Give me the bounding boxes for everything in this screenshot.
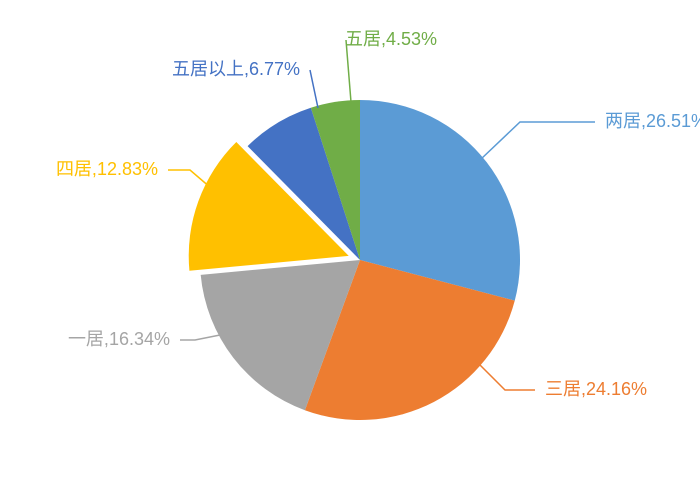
leader-line <box>475 360 535 390</box>
leader-line <box>346 40 351 102</box>
slice-label: 五居,4.53% <box>345 29 437 49</box>
slice-label: 两居,26.51% <box>605 111 700 131</box>
leader-line <box>310 70 318 108</box>
slice-label: 五居以上,6.77% <box>172 59 300 79</box>
pie-chart: 两居,26.51% 三居,24.16% 一居,16.34% 四居,12.83% 五居以上… <box>0 0 700 500</box>
slice-label: 一居,16.34% <box>68 329 170 349</box>
leader-line <box>180 335 220 340</box>
slice-label: 三居,24.16% <box>545 379 647 399</box>
pie-chart-svg: 两居,26.51% 三居,24.16% 一居,16.34% 四居,12.83% 五居以上… <box>0 0 700 500</box>
slice-label: 四居,12.83% <box>56 159 158 179</box>
leader-line <box>480 122 595 160</box>
